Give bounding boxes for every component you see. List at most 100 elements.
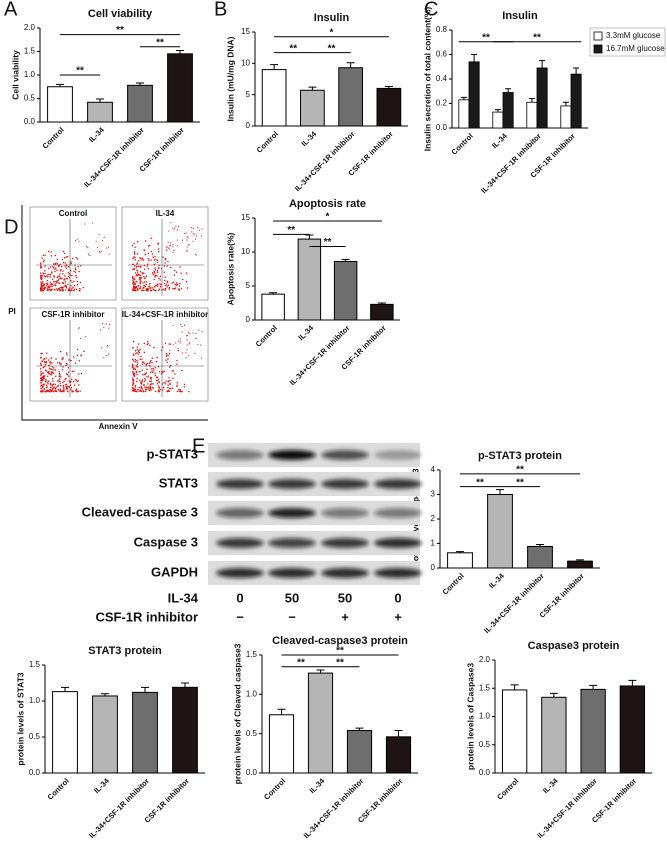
flow-dot: [136, 266, 138, 268]
flow-dot: [106, 354, 108, 356]
flow-dot: [54, 390, 57, 392]
flow-dot: [132, 377, 134, 379]
flow-dot: [50, 390, 53, 393]
flow-dot: [168, 343, 170, 345]
flow-dot: [46, 381, 49, 383]
flow-dot: [179, 338, 181, 340]
flow-dot: [51, 368, 53, 371]
bar: [447, 552, 473, 569]
flow-dot: [191, 227, 193, 229]
y-axis-label: Apoptosis rate(%): [225, 232, 235, 305]
flow-dot: [134, 289, 136, 292]
flow-dots: [40, 222, 110, 292]
flow-dot: [145, 288, 147, 290]
y-tick-label: 1: [431, 539, 436, 548]
y-tick-label: 0.6: [436, 50, 448, 59]
flow-dot: [51, 278, 54, 280]
error-bar: [494, 109, 501, 113]
error-bar: [539, 60, 546, 68]
flow-dot: [179, 266, 181, 268]
flow-dot: [70, 359, 72, 362]
flow-dot: [50, 386, 52, 388]
flow-dot: [162, 288, 164, 291]
flow-dot: [42, 386, 44, 388]
flow-dot: [150, 250, 153, 253]
flow-dot: [136, 373, 138, 375]
flow-dot: [57, 276, 59, 278]
flow-dot: [78, 373, 80, 375]
bar: [261, 69, 287, 127]
y-tick-label: 0.5: [24, 94, 36, 103]
flow-dot: [45, 282, 47, 284]
significance-label: **: [289, 43, 297, 54]
bar: [370, 303, 394, 321]
flow-dot: [102, 323, 104, 325]
flow-dot: [161, 383, 163, 385]
error-bar: [308, 86, 317, 91]
flow-dot: [154, 372, 156, 374]
treatment-dose: 0: [394, 590, 401, 605]
flow-dot: [59, 270, 61, 272]
flow-dot: [164, 288, 166, 291]
flow-dot: [169, 350, 171, 352]
flow-dot: [61, 265, 63, 268]
flow-dot: [65, 362, 67, 365]
error-bar: [316, 669, 325, 674]
flow-dot: [136, 270, 139, 272]
flow-dot: [40, 263, 42, 265]
flow-dot: [133, 367, 135, 369]
flow-dot: [158, 267, 160, 269]
flow-dot: [140, 390, 142, 392]
flow-dot: [60, 376, 62, 378]
flow-dot: [40, 363, 42, 366]
legend-label: 3.3mM glucose: [606, 31, 661, 40]
flow-dot: [68, 380, 70, 382]
flow-dot: [162, 256, 164, 258]
flow-dot: [156, 275, 158, 277]
flow-dot: [70, 289, 72, 292]
error-bar: [460, 96, 467, 100]
flow-dot: [201, 235, 203, 237]
flow-dot: [149, 361, 152, 363]
flow-dot: [159, 283, 161, 285]
flow-dot: [141, 259, 143, 261]
flow-dot: [59, 382, 61, 384]
flow-dot: [169, 383, 171, 386]
flow-dot: [158, 381, 160, 384]
flow-dot: [51, 289, 53, 291]
flow-dot: [144, 277, 146, 279]
flow-dot: [132, 363, 134, 365]
flow-dot: [139, 285, 142, 288]
flow-dot: [40, 266, 43, 268]
flow-dot: [201, 228, 203, 230]
flow-dot: [47, 288, 49, 290]
flow-dot: [45, 360, 48, 363]
blot-band: [268, 479, 316, 489]
flow-dot: [42, 389, 44, 392]
flow-dot: [149, 377, 152, 379]
flow-dot: [53, 268, 55, 270]
flow-dot: [153, 259, 156, 261]
flow-dot: [156, 379, 158, 382]
significance-label: **: [324, 237, 332, 248]
flow-dot: [142, 390, 145, 393]
flow-dot: [70, 285, 72, 287]
flow-dot: [177, 340, 179, 342]
flow-dot: [149, 386, 151, 388]
flow-dot: [64, 289, 67, 291]
flow-dot: [154, 390, 156, 393]
flow-dot: [99, 252, 101, 254]
flow-dot: [137, 272, 139, 274]
flow-dot: [143, 380, 146, 383]
flow-dot: [137, 273, 140, 276]
flow-dot: [132, 366, 134, 369]
error-bar: [562, 101, 569, 106]
flow-dot: [148, 283, 151, 285]
flow-dot: [194, 234, 196, 236]
flow-dot: [153, 369, 155, 371]
flow-dot: [197, 227, 199, 229]
flow-dot: [151, 362, 153, 364]
flow-dot: [82, 286, 84, 289]
flow-dot: [149, 288, 151, 290]
